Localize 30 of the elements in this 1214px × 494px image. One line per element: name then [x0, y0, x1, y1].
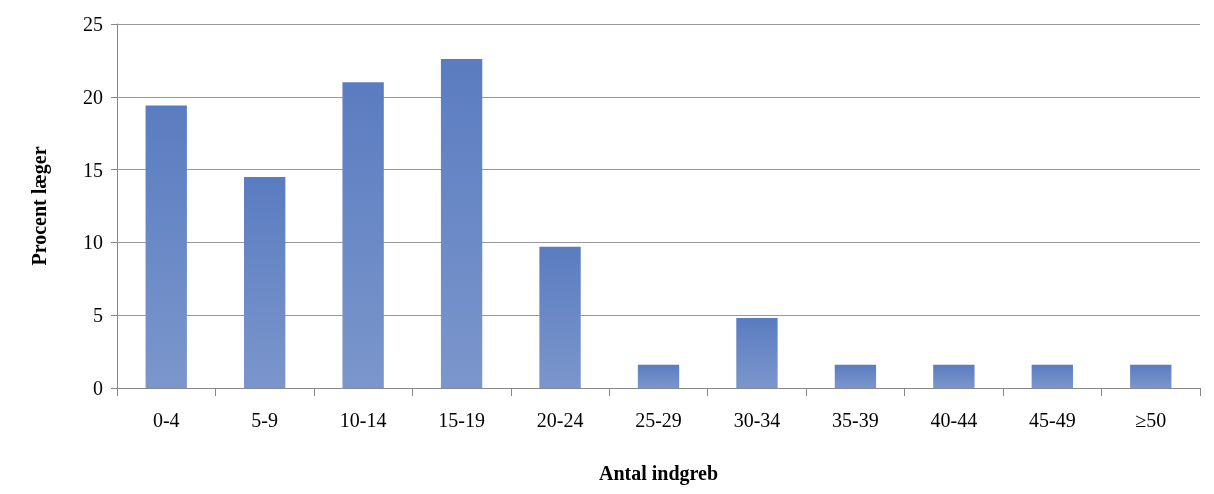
- x-tick-label: 25-29: [635, 409, 682, 431]
- bar: [736, 318, 778, 388]
- y-axis-title: Procent læger: [28, 146, 51, 266]
- x-tick-label: 30-34: [733, 409, 781, 431]
- y-tick-label: 25: [83, 13, 103, 35]
- bar: [539, 246, 581, 388]
- bar: [440, 58, 483, 388]
- bar: [834, 364, 877, 388]
- bar: [1031, 364, 1073, 388]
- bar: [244, 176, 286, 388]
- bar: [145, 105, 187, 388]
- x-tick-label: 0-4: [152, 409, 180, 431]
- x-tick-label: 15-19: [438, 409, 485, 431]
- y-tick-label: 0: [93, 377, 103, 399]
- x-tick-label: 45-49: [1028, 409, 1076, 431]
- x-tick-label: 5-9: [251, 409, 279, 431]
- x-tick-label: 20-24: [536, 409, 584, 431]
- y-tick-label: 15: [83, 158, 103, 181]
- x-tick-label: 10-14: [339, 409, 387, 431]
- y-tick-label: 10: [83, 231, 103, 254]
- x-tick-label: 40-44: [930, 409, 978, 431]
- y-tick-label: 20: [83, 85, 103, 108]
- y-tick-label: 5: [93, 304, 103, 327]
- x-tick-label: ≥50: [1135, 409, 1167, 431]
- bar: [933, 364, 975, 388]
- bar: [1130, 364, 1172, 388]
- x-tick-label: 35-39: [832, 409, 879, 431]
- x-axis-title: Antal indgreb: [598, 462, 719, 485]
- bar: [637, 364, 680, 388]
- bar: [342, 82, 384, 388]
